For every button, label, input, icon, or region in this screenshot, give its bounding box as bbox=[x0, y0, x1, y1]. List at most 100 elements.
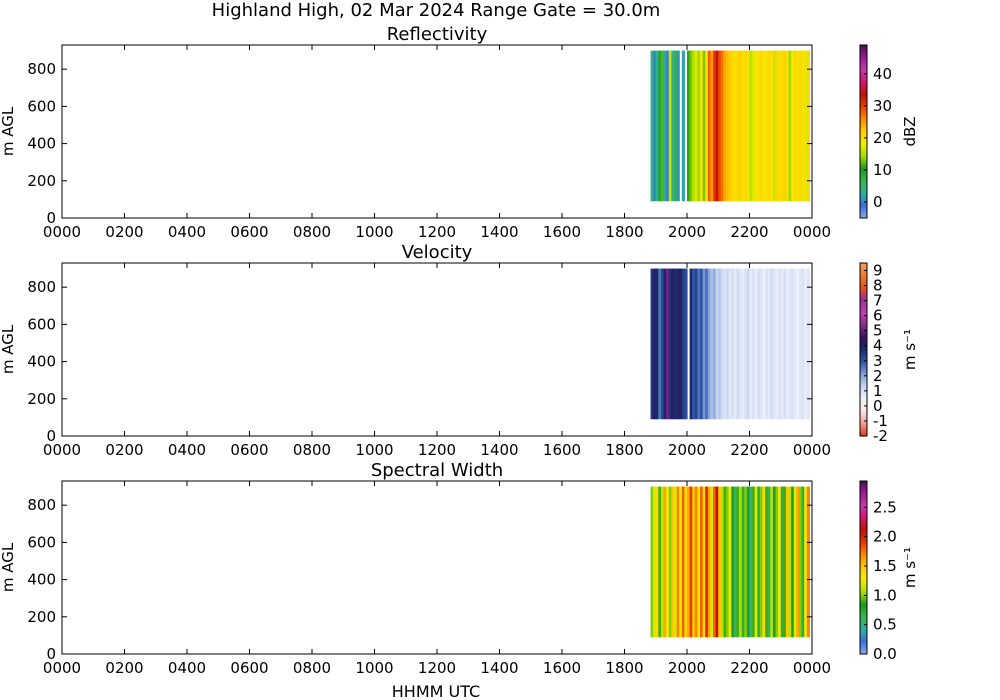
data-column bbox=[746, 50, 751, 202]
colorbar-tick-label: 20 bbox=[873, 129, 892, 147]
data-column bbox=[754, 486, 758, 638]
data-column bbox=[770, 486, 774, 638]
panel-title: Velocity bbox=[402, 242, 473, 263]
x-tick-label: 0200 bbox=[105, 659, 143, 677]
x-tick-label: 0000 bbox=[43, 223, 81, 241]
x-tick-label: 0000 bbox=[793, 659, 831, 677]
x-tick-label: 1600 bbox=[543, 441, 581, 459]
data-column bbox=[788, 268, 792, 420]
data-column bbox=[780, 268, 784, 420]
data-column bbox=[804, 486, 808, 638]
data-column bbox=[707, 486, 712, 638]
data-column bbox=[710, 486, 714, 638]
data-column bbox=[739, 486, 743, 638]
data-column bbox=[692, 268, 696, 420]
data-column bbox=[778, 50, 782, 202]
colorbar bbox=[859, 262, 868, 437]
colorbar-tick-label: 2 bbox=[873, 367, 883, 385]
data-column bbox=[765, 268, 769, 420]
y-tick-label: 600 bbox=[27, 533, 56, 551]
y-tick-label: 800 bbox=[27, 278, 56, 296]
x-tick-label: 1400 bbox=[480, 441, 518, 459]
data-column bbox=[713, 50, 717, 202]
data-column bbox=[720, 50, 725, 202]
data-column bbox=[671, 268, 675, 420]
data-column bbox=[689, 486, 693, 638]
data-column bbox=[778, 486, 782, 638]
x-tick-label: 0000 bbox=[43, 659, 81, 677]
data-column bbox=[741, 486, 745, 638]
data-column bbox=[697, 486, 701, 638]
data-column bbox=[775, 50, 779, 202]
data-column bbox=[715, 486, 719, 638]
data-column bbox=[671, 486, 675, 638]
data-column bbox=[778, 268, 782, 420]
data-column bbox=[723, 268, 727, 420]
colorbar-tick-label: 7 bbox=[873, 292, 883, 310]
data-column bbox=[770, 268, 774, 420]
data-column bbox=[767, 268, 771, 420]
data-column bbox=[718, 486, 722, 638]
data-column bbox=[676, 268, 680, 420]
data-column bbox=[702, 486, 706, 638]
data-column bbox=[739, 50, 743, 202]
x-tick-label: 1000 bbox=[355, 659, 393, 677]
data-column bbox=[713, 268, 717, 420]
data-column bbox=[702, 268, 706, 420]
colorbar-tick-label: 1.0 bbox=[873, 586, 897, 604]
data-column bbox=[801, 50, 805, 202]
data-column bbox=[666, 486, 670, 638]
x-tick-label: 0000 bbox=[793, 223, 831, 241]
data-column bbox=[796, 50, 800, 202]
data-column bbox=[783, 486, 787, 638]
x-tick-label: 1000 bbox=[355, 441, 393, 459]
data-column bbox=[694, 486, 699, 638]
data-column bbox=[793, 268, 797, 420]
data-column bbox=[752, 268, 756, 420]
data-column bbox=[689, 50, 693, 202]
data-column bbox=[713, 486, 717, 638]
data-column bbox=[762, 268, 766, 420]
data-column bbox=[700, 50, 704, 202]
x-tick-label: 0200 bbox=[105, 223, 143, 241]
data-column bbox=[676, 486, 680, 638]
data-column bbox=[689, 268, 693, 420]
data-column bbox=[772, 50, 777, 202]
y-tick-label: 0 bbox=[46, 645, 56, 663]
data-column bbox=[783, 268, 787, 420]
data-column bbox=[653, 486, 657, 638]
data-column bbox=[655, 268, 659, 420]
panel-title: Spectral Width bbox=[371, 460, 503, 481]
data-column bbox=[715, 268, 719, 420]
data-column bbox=[736, 268, 740, 420]
data-column bbox=[731, 268, 735, 420]
data-column bbox=[762, 50, 766, 202]
data-column bbox=[702, 50, 706, 202]
data-column bbox=[804, 268, 808, 420]
data-column bbox=[798, 268, 803, 420]
x-tick-label: 1600 bbox=[543, 223, 581, 241]
data-column bbox=[728, 50, 732, 202]
data-column bbox=[796, 486, 800, 638]
data-column bbox=[765, 50, 769, 202]
data-column bbox=[733, 268, 738, 420]
data-column bbox=[673, 486, 678, 638]
data-column bbox=[694, 268, 699, 420]
y-tick-label: 600 bbox=[27, 97, 56, 115]
colorbar-label: m s⁻¹ bbox=[901, 547, 919, 588]
data-column bbox=[744, 486, 748, 638]
data-column bbox=[798, 50, 803, 202]
panel-title: Reflectivity bbox=[387, 24, 488, 45]
data-column bbox=[785, 268, 790, 420]
data-column bbox=[801, 268, 805, 420]
y-axis-label: m AGL bbox=[0, 542, 17, 592]
data-column bbox=[731, 50, 735, 202]
colorbar-label: dBZ bbox=[901, 116, 919, 146]
data-column bbox=[710, 268, 714, 420]
data-column bbox=[772, 268, 777, 420]
data-column bbox=[681, 486, 685, 638]
data-column bbox=[666, 50, 670, 202]
data-columns bbox=[650, 268, 810, 420]
